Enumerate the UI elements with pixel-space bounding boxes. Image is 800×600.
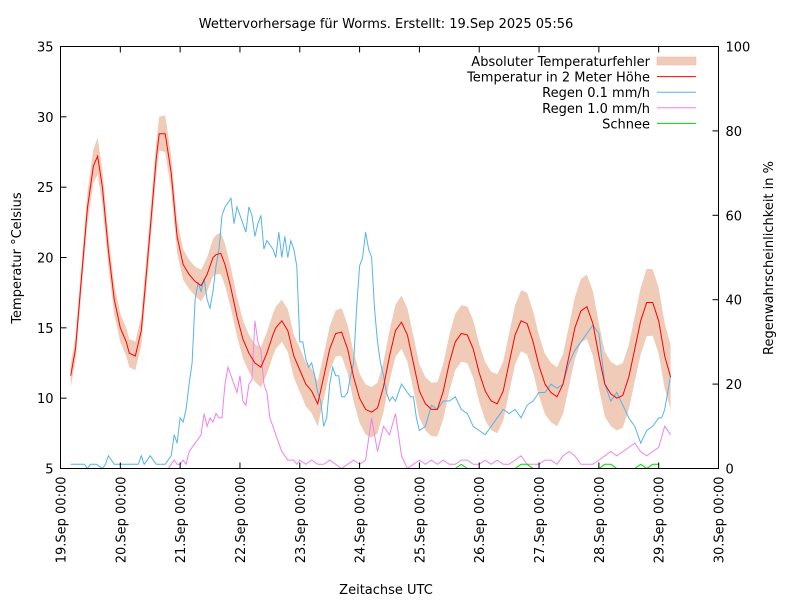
legend-swatch (656, 56, 697, 66)
y-tick-label: 20 (37, 252, 54, 267)
legend-label: Regen 0.1 mm/h (542, 86, 650, 101)
y-tick-label: 5 (45, 463, 53, 478)
y-tick-label: 10 (37, 392, 54, 407)
rain-1-0-line (162, 320, 672, 470)
x-tick-label: 20.Sep 00:00 (114, 477, 129, 564)
y2-tick-label: 20 (726, 378, 743, 393)
y2-tick-label: 0 (726, 463, 734, 478)
y2-tick-label: 40 (726, 294, 743, 309)
rain-0-1-line (70, 197, 672, 470)
x-tick-label: 25.Sep 00:00 (413, 477, 428, 564)
y-axis-left: 5 10 15 20 25 30 35 (37, 41, 67, 478)
legend-label: Temperatur in 2 Meter Höhe (466, 71, 650, 86)
x-tick-label: 26.Sep 00:00 (473, 477, 488, 564)
x-tick-label: 24.Sep 00:00 (354, 477, 369, 564)
y-tick-label: 30 (37, 111, 54, 126)
legend-label: Absoluter Temperaturfehler (471, 55, 650, 70)
y2-tick-label: 60 (726, 209, 743, 224)
x-tick-label: 28.Sep 00:00 (593, 477, 608, 564)
x-tick-label: 23.Sep 00:00 (294, 477, 309, 564)
y-axis-label: Temperatur °Celsius (10, 192, 25, 325)
x-tick-label: 27.Sep 00:00 (533, 477, 548, 564)
x-tick-label: 22.Sep 00:00 (234, 477, 249, 564)
y-tick-label: 35 (37, 41, 54, 56)
x-axis-label: Zeitachse UTC (339, 583, 433, 598)
y2-axis-label: Regenwahrscheinlichkeit in % (762, 161, 777, 355)
x-tick-label: 19.Sep 00:00 (55, 477, 70, 564)
x-tick-label: 29.Sep 00:00 (653, 477, 668, 564)
x-tick-label: 30.Sep 00:00 (713, 477, 728, 564)
legend-label: Schnee (602, 117, 650, 132)
y-axis-right: 0 20 40 60 80 100 (712, 41, 751, 478)
x-axis: 19.Sep 00:00 20.Sep 00:00 21.Sep 00:00 22.S… (55, 46, 728, 564)
plot-area (70, 115, 672, 470)
x-tick-label: 21.Sep 00:00 (174, 477, 189, 564)
legend-label: Regen 1.0 mm/h (542, 102, 650, 117)
temperature-error-band (70, 115, 671, 438)
y2-tick-label: 80 (726, 125, 743, 140)
y-tick-label: 25 (37, 181, 54, 196)
snow-line (455, 463, 659, 470)
temperature-line (70, 133, 672, 413)
chart-title: Wettervorhersage für Worms. Erstellt: 19… (199, 17, 574, 32)
y2-tick-label: 100 (726, 41, 751, 56)
y-tick-label: 15 (37, 322, 54, 337)
